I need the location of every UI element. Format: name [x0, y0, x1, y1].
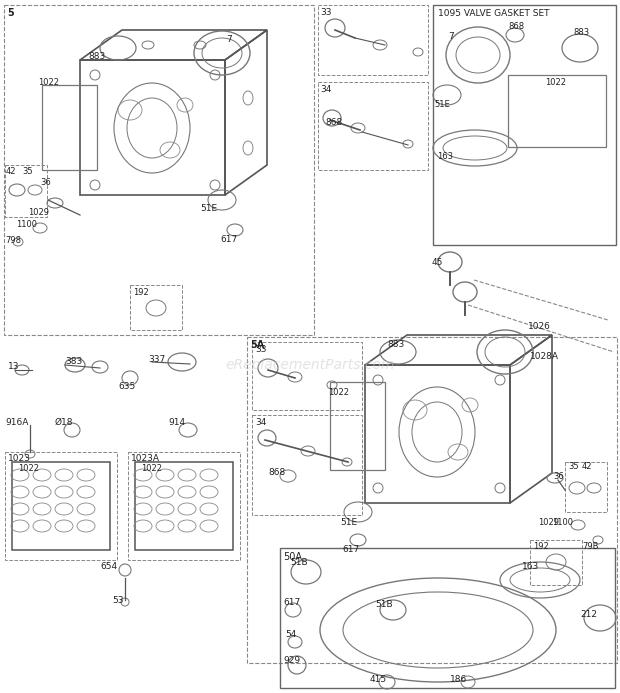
- Text: 383: 383: [65, 357, 82, 366]
- Text: 51B: 51B: [375, 600, 392, 609]
- Text: 7: 7: [226, 35, 232, 44]
- Text: 617: 617: [283, 598, 300, 607]
- Bar: [318, 82, 428, 170]
- Text: Ø18: Ø18: [55, 418, 74, 427]
- Text: 1100: 1100: [552, 518, 573, 527]
- Text: 79B: 79B: [582, 542, 598, 551]
- Text: 42: 42: [6, 167, 17, 176]
- Text: 33: 33: [320, 8, 332, 17]
- Bar: [252, 342, 362, 410]
- Text: 51E: 51E: [340, 518, 357, 527]
- Text: 929: 929: [283, 656, 300, 665]
- Text: 914: 914: [168, 418, 185, 427]
- Text: 1029: 1029: [538, 518, 559, 527]
- Bar: [5, 452, 117, 560]
- Bar: [318, 5, 428, 75]
- Text: 1022: 1022: [328, 388, 349, 397]
- Text: 54: 54: [285, 630, 296, 639]
- Text: 883: 883: [573, 28, 589, 37]
- Text: 35: 35: [568, 462, 578, 471]
- Text: 186: 186: [450, 675, 467, 684]
- Text: 42: 42: [582, 462, 593, 471]
- Text: 1095 VALVE GASKET SET: 1095 VALVE GASKET SET: [438, 9, 549, 18]
- Text: 5A: 5A: [250, 340, 264, 350]
- Text: 212: 212: [580, 610, 597, 619]
- Text: 868: 868: [508, 22, 524, 31]
- Text: 1022: 1022: [141, 464, 162, 473]
- Bar: [565, 462, 607, 512]
- Text: 868: 868: [325, 118, 342, 127]
- Text: eReplacementParts.com: eReplacementParts.com: [225, 358, 395, 372]
- Text: 868: 868: [268, 468, 285, 477]
- Bar: [433, 5, 616, 245]
- Text: 5: 5: [7, 8, 14, 18]
- Text: 916A: 916A: [5, 418, 29, 427]
- Text: 415: 415: [370, 675, 387, 684]
- Text: 192: 192: [533, 542, 549, 551]
- Text: 192: 192: [133, 288, 149, 297]
- Bar: [330, 382, 385, 470]
- Text: 163: 163: [522, 562, 539, 571]
- Text: 883: 883: [387, 340, 404, 349]
- Bar: [508, 75, 606, 147]
- Bar: [80, 60, 225, 195]
- Text: 1028A: 1028A: [530, 352, 559, 361]
- Text: 34: 34: [255, 418, 267, 427]
- Text: 654: 654: [100, 562, 117, 571]
- Text: 33: 33: [255, 345, 267, 354]
- Bar: [130, 285, 182, 330]
- Bar: [280, 548, 615, 688]
- Text: 36: 36: [40, 178, 51, 187]
- Text: 635: 635: [118, 382, 135, 391]
- Text: 1023: 1023: [8, 454, 31, 463]
- Text: 51B: 51B: [290, 558, 308, 567]
- Text: 163: 163: [437, 152, 453, 161]
- Bar: [4, 5, 314, 335]
- Bar: [247, 337, 617, 663]
- Text: 1029: 1029: [28, 208, 49, 217]
- Text: 51E: 51E: [200, 204, 217, 213]
- Bar: [252, 415, 362, 515]
- Bar: [365, 365, 510, 503]
- Text: 34: 34: [320, 85, 331, 94]
- Text: 1022: 1022: [38, 78, 59, 87]
- Bar: [12, 462, 110, 550]
- Text: 883: 883: [88, 52, 105, 61]
- Bar: [128, 452, 240, 560]
- Text: 1100: 1100: [16, 220, 37, 229]
- Bar: [5, 165, 47, 217]
- Text: 36: 36: [553, 472, 564, 481]
- Text: 35: 35: [22, 167, 33, 176]
- Text: 13: 13: [8, 362, 19, 371]
- Bar: [135, 462, 233, 550]
- Text: 7: 7: [448, 32, 454, 41]
- Bar: [42, 85, 97, 170]
- Text: 1026: 1026: [528, 322, 551, 331]
- Text: 50A: 50A: [283, 552, 302, 562]
- Text: 617: 617: [220, 235, 237, 244]
- Text: 45: 45: [432, 258, 443, 267]
- Text: 337: 337: [148, 355, 166, 364]
- Text: 51E: 51E: [434, 100, 450, 109]
- Text: 617: 617: [342, 545, 359, 554]
- Text: 53: 53: [112, 596, 123, 605]
- Text: 1022: 1022: [18, 464, 39, 473]
- Text: 1023A: 1023A: [131, 454, 160, 463]
- Text: 798: 798: [5, 236, 21, 245]
- Bar: [530, 540, 582, 585]
- Text: 1022: 1022: [545, 78, 566, 87]
